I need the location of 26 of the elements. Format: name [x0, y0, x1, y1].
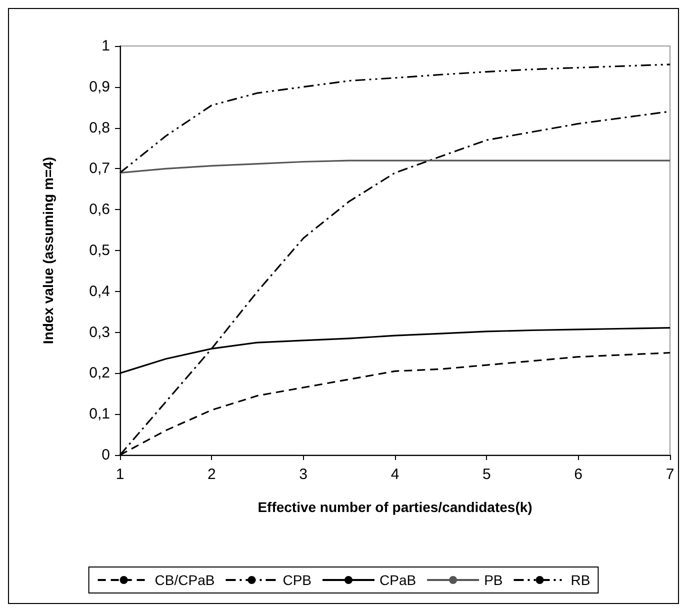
legend-label: CB/CPaB — [154, 572, 215, 588]
y-tick-label: 0,7 — [89, 160, 110, 178]
x-tick-label: 5 — [482, 466, 491, 483]
y-tick-label: 0,9 — [89, 78, 110, 96]
legend-label: CPB — [282, 572, 312, 588]
y-axis-title: Index value (assuming m=4) — [40, 156, 56, 344]
legend-label: PB — [484, 572, 503, 588]
x-tick-label: 4 — [390, 466, 400, 483]
y-tick-label: 0,4 — [89, 282, 110, 300]
y-tick-label: 0,2 — [89, 364, 110, 382]
x-tick-label: 6 — [574, 466, 583, 483]
y-tick-label: 0 — [102, 446, 110, 464]
x-tick-label: 1 — [116, 466, 124, 483]
y-tick-label: 0,6 — [89, 201, 110, 218]
legend-label: CPaB — [380, 572, 416, 588]
line-series — [119, 160, 671, 174]
y-tick-label: 0,1 — [89, 406, 110, 423]
y-tick-label: 0,5 — [89, 242, 110, 259]
x-tick-label: 7 — [666, 466, 674, 483]
x-tick-label: 3 — [299, 466, 308, 483]
y-tick-label: 1 — [102, 38, 110, 54]
legend-label: RB — [570, 572, 590, 588]
x-tick-label: 2 — [207, 466, 216, 483]
y-tick-label: 0,3 — [89, 324, 110, 341]
y-tick-label: 0,8 — [89, 119, 110, 136]
x-axis-title: Effective number of parties/candidates(k) — [258, 499, 532, 515]
